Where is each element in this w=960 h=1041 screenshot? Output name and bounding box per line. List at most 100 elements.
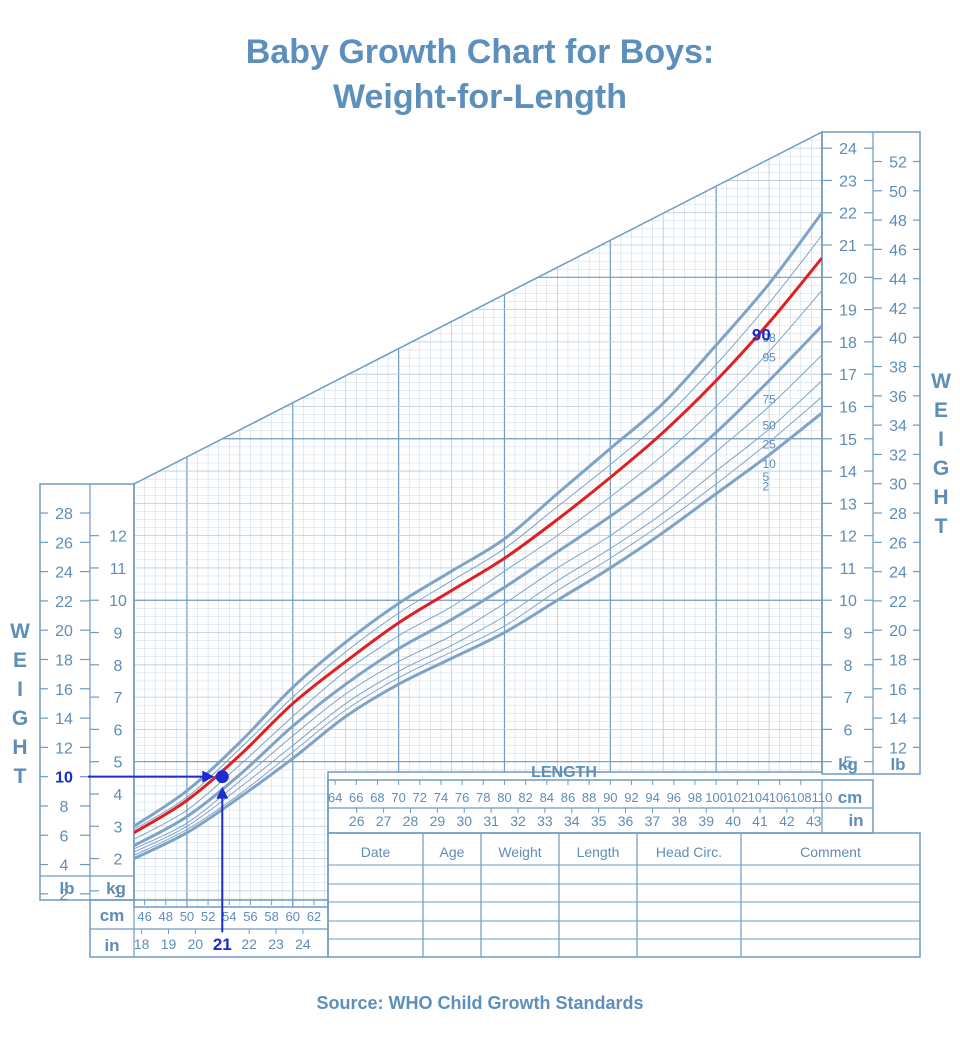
lb-tick-right: 12 [889,740,907,757]
cm-tick-upper: 108 [790,790,812,805]
percentile-curve-10 [134,380,822,853]
percentile-curve-25 [134,354,822,850]
lb-tick-left: 26 [55,535,73,552]
kg-tick-right: 5 [844,755,853,772]
percentile-curve-98 [134,211,822,828]
percentile-label-75: 75 [762,392,776,406]
in-tick-lower: 19 [161,936,177,952]
in-tick-lower: 18 [134,936,150,952]
lb-tick-right: 52 [889,154,907,171]
lb-tick-right: 48 [889,213,907,230]
in-tick-upper: 33 [537,813,553,829]
in-tick-lower: 22 [241,936,257,952]
in-tick-upper: 32 [510,813,526,829]
percentile-curve-2 [134,411,822,860]
kg-tick-right: 21 [839,238,857,255]
weight-letter-right: E [934,399,948,422]
kg-tick-right: 24 [839,141,857,158]
lb-tick-right: 40 [889,330,907,347]
lb-tick-left: 22 [55,594,73,611]
kg-tick-left: 3 [114,819,123,836]
lb-tick-right: 14 [889,711,907,728]
kg-tick-left: 4 [114,787,123,804]
marker-arrow-right [202,770,215,783]
cm-unit-upper: cm [838,788,863,807]
kg-tick-right: 10 [839,593,857,610]
lb-tick-left: 10 [55,770,73,787]
cm-tick-upper: 110 [812,790,833,805]
kg-tick-right: 20 [839,270,857,287]
lb-tick-left: 24 [55,565,73,582]
kg-tick-left: 5 [114,755,123,772]
percentile-label-2: 2 [762,480,769,494]
marker-length-label: 21 [213,935,232,954]
cm-tick-upper: 70 [391,790,405,805]
cm-tick-upper: 82 [518,790,532,805]
cm-tick-upper: 74 [434,790,448,805]
cm-tick-upper: 78 [476,790,490,805]
cm-tick-lower: 50 [180,909,194,924]
weight-letter-right: T [935,515,948,538]
percentile-label-10: 10 [762,457,776,471]
in-tick-upper: 34 [564,813,580,829]
kg-tick-right: 6 [844,722,853,739]
weight-letter-right: G [933,457,949,480]
percentile-label-95: 95 [762,351,776,365]
kg-tick-right: 11 [840,561,857,578]
lb-tick-right: 42 [889,301,907,318]
lb-tick-left: 12 [55,740,73,757]
kg-tick-left: 2 [114,852,123,869]
weight-letter-left: E [13,649,27,672]
lb-tick-right: 20 [889,623,907,640]
cm-tick-upper: 96 [667,790,681,805]
in-tick-upper: 41 [752,813,768,829]
in-tick-upper: 27 [376,813,392,829]
in-tick-upper: 36 [618,813,634,829]
kg-tick-right: 15 [839,432,857,449]
lb-tick-left: 28 [55,506,73,523]
in-tick-upper: 30 [456,813,472,829]
chart-title-line1: Baby Growth Chart for Boys: [245,33,715,71]
cm-tick-upper: 84 [540,790,554,805]
in-tick-upper: 39 [698,813,714,829]
lb-tick-right: 34 [889,418,907,435]
cm-tick-lower: 54 [222,909,236,924]
in-tick-lower: 20 [188,936,204,952]
lb-tick-left: 2 [60,887,69,904]
cm-tick-upper: 80 [497,790,511,805]
record-table [327,832,921,958]
kg-tick-left: 1 [114,884,123,901]
lb-tick-right: 18 [889,652,907,669]
lb-unit-left: lb [59,879,74,898]
kg-tick-left: 11 [110,561,127,578]
cm-tick-lower: 58 [264,909,278,924]
lb-tick-right: 24 [889,565,907,582]
kg-tick-right: 12 [839,529,857,546]
kg-tick-right: 7 [844,690,853,707]
cm-tick-upper: 64 [328,790,342,805]
cm-tick-lower: 62 [307,909,321,924]
chart-title-line2: Weight-for-Length [333,78,627,116]
percentile-curve-90 [134,256,822,835]
lb-tick-right: 16 [889,682,907,699]
kg-tick-left: 6 [114,722,123,739]
lb-unit-right: lb [890,755,905,774]
table-header: Date [361,844,391,860]
lb-tick-left: 14 [55,711,73,728]
lb-tick-right: 30 [889,477,907,494]
lb-tick-left: 18 [55,652,73,669]
weight-letter-left: I [17,678,23,701]
cm-tick-upper: 106 [769,790,791,805]
lb-tick-right: 32 [889,447,907,464]
cm-tick-upper: 86 [561,790,575,805]
marker-weight-label: 10 [55,770,73,787]
lb-tick-right: 44 [889,272,907,289]
kg-tick-right: 13 [839,496,857,513]
cm-tick-lower: 48 [159,909,173,924]
kg-tick-right: 22 [839,206,857,223]
cm-tick-upper: 100 [705,790,727,805]
kg-tick-left: 9 [114,626,123,643]
